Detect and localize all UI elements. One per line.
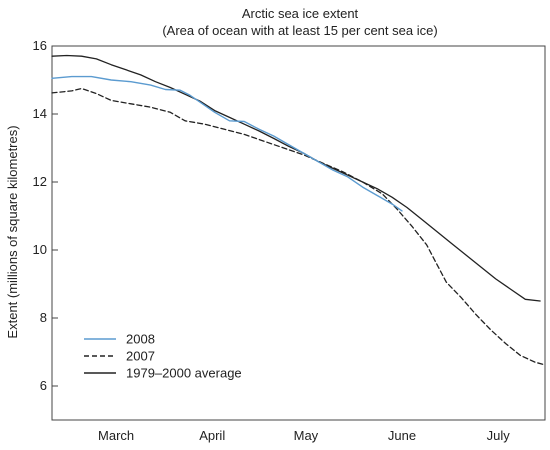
legend-label: 2007 [126,349,155,364]
x-month-label: July [487,428,511,443]
axes [51,45,546,421]
y-ticks: 6 8 10 12 14 16 [33,38,58,393]
x-month-labels: March April May June July [98,428,510,443]
y-tick-label: 14 [33,106,47,121]
legend-label: 2008 [126,332,155,347]
plot-frame [51,45,546,421]
series-line-2008 [51,75,403,212]
series-line-2007 [51,87,546,366]
x-month-label: June [388,428,416,443]
y-tick-label: 6 [40,378,47,393]
y-tick-label: 12 [33,174,47,189]
y-tick-label: 16 [33,38,47,53]
x-month-label: April [199,428,225,443]
x-month-label: May [294,428,319,443]
chart-title: Arctic sea ice extent [241,6,359,21]
legend-label: 1979–2000 average [126,366,242,381]
legend: 2008 2007 1979–2000 average [84,332,242,381]
y-axis-title: Extent (millions of square kilometres) [5,125,20,338]
x-month-label: March [98,428,134,443]
y-tick-label: 10 [33,242,47,257]
series-line-average [51,54,541,302]
series-lines [51,54,546,366]
y-tick-label: 8 [40,310,47,325]
chart-subtitle: (Area of ocean with at least 15 per cent… [162,23,438,38]
